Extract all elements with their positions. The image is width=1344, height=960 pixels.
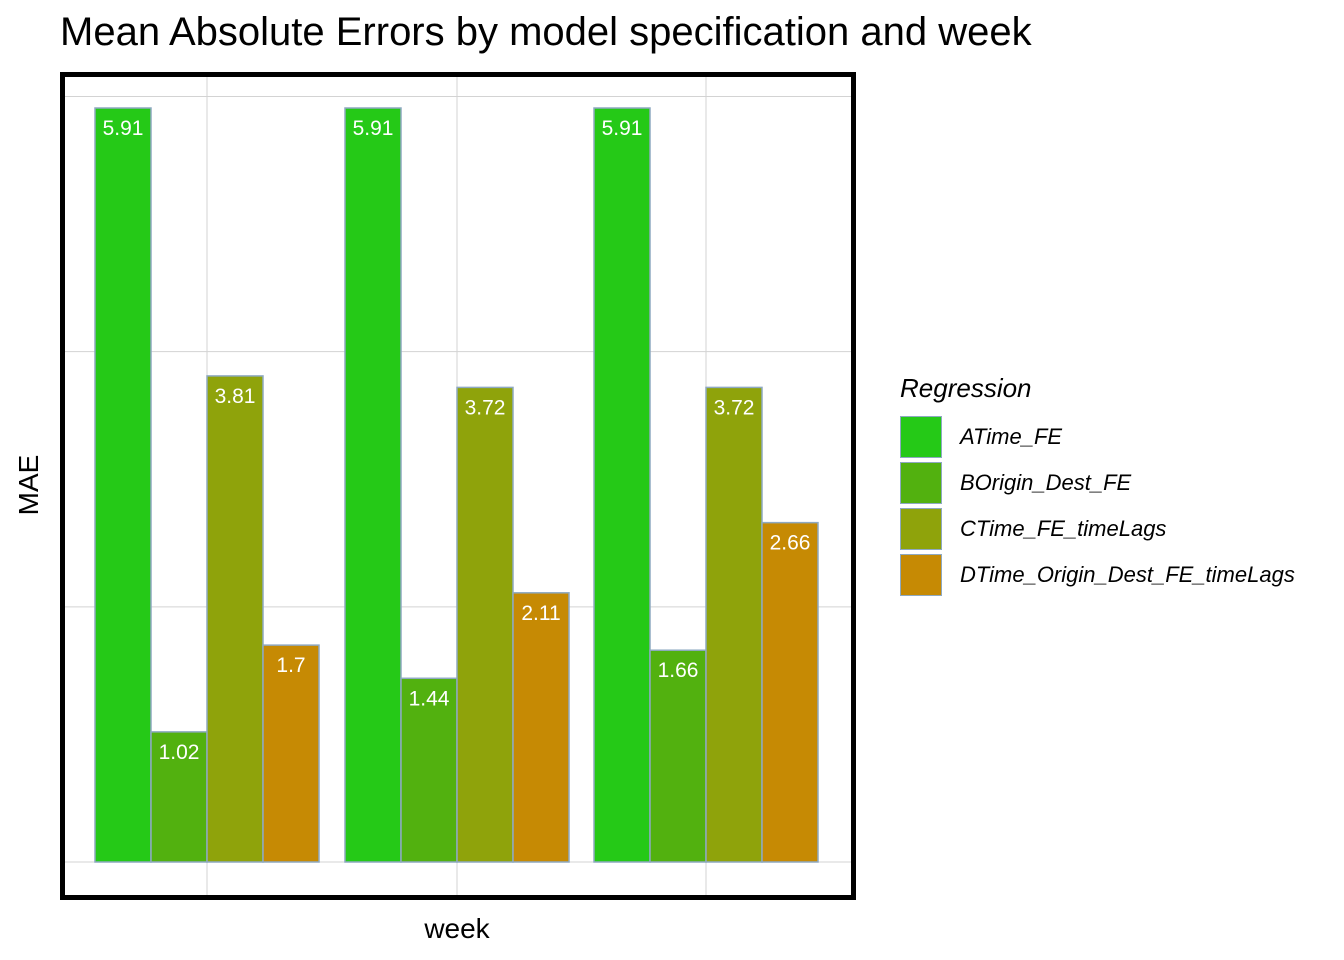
bar	[761, 521, 819, 863]
y-axis-label: MAE	[13, 454, 44, 516]
bar-value-label: 3.72	[714, 396, 755, 419]
legend-label: BOrigin_Dest_FE	[960, 470, 1132, 495]
bar	[593, 107, 651, 863]
legend-key	[900, 462, 942, 504]
legend-title: Regression	[900, 373, 1032, 403]
bar-value-label: 5.91	[353, 117, 394, 140]
bar	[456, 386, 514, 863]
bar	[206, 375, 264, 863]
x-axis-label: week	[424, 913, 490, 944]
plot-area: 5.91 1.02 3.81 1.7 5.91 1.44 3.72 2.11 5.91 1.66 3…	[60, 72, 856, 900]
bar-value-label: 1.02	[159, 741, 200, 764]
bar	[150, 731, 208, 863]
legend-key	[900, 416, 942, 458]
legend: Regression ATime_FE BOrigin_Dest_FE CTim…	[900, 372, 1295, 598]
legend-label: DTime_Origin_Dest_FE_timeLags	[960, 562, 1295, 587]
bar-value-label: 2.66	[770, 532, 811, 555]
bar-value-label: 2.11	[521, 602, 560, 625]
legend-item: BOrigin_Dest_FE	[900, 460, 1295, 506]
bar	[512, 592, 570, 863]
bar	[400, 677, 458, 863]
legend-item: ATime_FE	[900, 414, 1295, 460]
bars	[94, 107, 819, 863]
bar-value-label: 5.91	[103, 117, 144, 140]
panel-border	[60, 72, 856, 900]
bar-value-label: 1.7	[276, 654, 305, 677]
chart-title: Mean Absolute Errors by model specificat…	[60, 10, 1032, 54]
legend-item: CTime_FE_timeLags	[900, 506, 1295, 552]
bar	[262, 644, 320, 863]
legend-item: DTime_Origin_Dest_FE_timeLags	[900, 552, 1295, 598]
bar-value-label: 1.44	[409, 687, 450, 710]
bar-value-label: 3.72	[465, 396, 506, 419]
legend-label: CTime_FE_timeLags	[960, 516, 1167, 541]
bar	[705, 386, 763, 863]
bar	[94, 107, 152, 863]
bar	[344, 107, 402, 863]
legend-key	[900, 554, 942, 596]
bar-value-label: 5.91	[602, 117, 643, 140]
bar-value-label: 1.66	[658, 659, 699, 682]
legend-label: ATime_FE	[960, 424, 1063, 449]
bar-labels: 5.91 1.02 3.81 1.7 5.91 1.44 3.72 2.11 5.91 1.66 3…	[103, 117, 811, 764]
bar-value-label: 3.81	[215, 385, 256, 408]
legend-key	[900, 508, 942, 550]
